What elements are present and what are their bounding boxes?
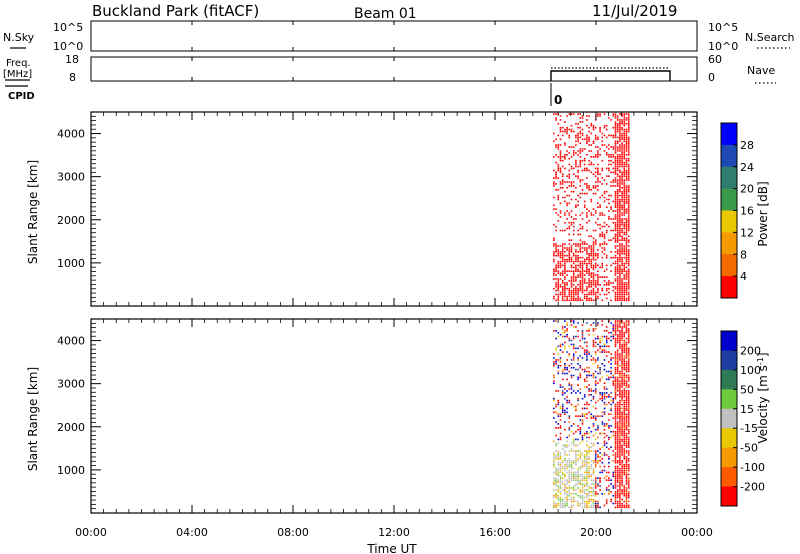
colorbar-swatch — [721, 276, 737, 299]
colorbar-swatch — [721, 486, 737, 507]
colorbar-tick-label: -15 — [740, 422, 758, 435]
colorbar-tick-label: 15 — [740, 403, 754, 416]
velocity-yaxis: 1000 2000 3000 4000 — [57, 335, 697, 477]
date-label: 11/Jul/2019 — [592, 2, 677, 20]
colorbar-swatch — [721, 369, 737, 390]
colorbar-swatch — [721, 331, 737, 351]
x-tick-label: 00:00 — [681, 526, 713, 539]
noise-panel: N.Sky 10^5 10^0 10^5 10^0 N.Search — [3, 20, 795, 53]
velocity-frame — [90, 318, 698, 514]
x-tick-label: 12:00 — [378, 526, 410, 539]
colorbar-tick-label: 200 — [740, 344, 761, 357]
colorbar-swatch — [721, 467, 737, 488]
x-tick-label: 00:00 — [75, 526, 107, 539]
colorbar-tick-label: 12 — [740, 226, 754, 239]
y-tick-label: 3000 — [57, 171, 85, 184]
colorbar-tick-label: 8 — [740, 248, 747, 261]
colorbar-tick-label: 50 — [740, 383, 754, 396]
cpid-row: CPID 0 — [5, 83, 562, 107]
power-yaxis: 1000 2000 3000 4000 — [57, 128, 697, 270]
power-minor-ticks — [91, 115, 697, 303]
colorbar-tick-label: -100 — [740, 461, 765, 474]
x-tick-label: 08:00 — [277, 526, 309, 539]
colorbar-tick-label: 24 — [740, 161, 754, 174]
colorbar-swatch — [721, 210, 737, 233]
y-tick-label: 1000 — [57, 464, 85, 477]
cpid-label: CPID — [8, 91, 35, 102]
noise-right-tick-low: 10^0 — [708, 40, 738, 53]
y-tick-label: 4000 — [57, 128, 85, 141]
y-tick-label: 2000 — [57, 214, 85, 227]
velocity-ylabel: Slant Range [km] — [26, 367, 40, 471]
power-colorbar-label: Power [dB] — [756, 181, 770, 246]
y-tick-label: 1000 — [57, 257, 85, 270]
time-axis: 00:00 04:00 08:00 12:00 16:00 20:00 00:00 — [75, 21, 713, 539]
colorbar-swatch — [721, 389, 737, 410]
nave-tick-low: 0 — [708, 71, 715, 84]
frequency-panel: Freq. [MHz] 18 8 60 0 Nave — [3, 53, 776, 84]
colorbar-swatch — [721, 350, 737, 371]
range-cell-group — [553, 440, 595, 509]
colorbar-swatch — [721, 188, 737, 211]
colorbar-tick-label: 28 — [740, 139, 754, 152]
colorbar-swatch — [721, 428, 737, 449]
x-tick-label: 20:00 — [580, 526, 612, 539]
nsky-label: N.Sky — [3, 31, 35, 44]
colorbar-swatch — [721, 123, 737, 146]
colorbar-tick-label: -200 — [740, 481, 765, 494]
freq-tick-low: 8 — [69, 71, 76, 84]
freq-trace — [550, 70, 671, 81]
station-title: Buckland Park (fitACF) — [92, 2, 259, 20]
colorbar-swatch — [721, 408, 737, 429]
noise-left-tick-low: 10^0 — [53, 40, 83, 53]
colorbar-tick-label: 16 — [740, 205, 754, 218]
x-tick-label: 04:00 — [176, 526, 208, 539]
x-tick-label: 16:00 — [479, 526, 511, 539]
colorbar-tick-label: -50 — [740, 442, 758, 455]
colorbar-frame — [720, 330, 738, 507]
range-cell-group — [553, 440, 595, 509]
range-cell-group — [553, 113, 630, 302]
beam-label: Beam 01 — [354, 6, 417, 22]
nsearch-label: N.Search — [745, 31, 795, 44]
velocity-colorbar-label: Velocity[m s-1] — [756, 352, 770, 443]
colorbar-swatch — [721, 166, 737, 190]
power-data — [553, 113, 630, 302]
noise-left-tick-high: 10^5 — [53, 21, 83, 34]
cpid-value: 0 — [554, 93, 562, 107]
colorbar-swatch — [721, 254, 737, 277]
noise-right-tick-high: 10^5 — [708, 21, 738, 34]
colorbar-tick-label: 100 — [740, 364, 761, 377]
colorbar-swatch — [721, 232, 737, 255]
nave-tick-high: 60 — [708, 53, 722, 66]
freq-unit-label: [MHz] — [3, 69, 32, 80]
nave-label: Nave — [747, 64, 775, 77]
time-axis-label: Time UT — [366, 542, 417, 554]
power-colorbar: 28 24 20 16 12 8 4 Power [dB] — [720, 122, 770, 299]
velocity-data — [553, 320, 630, 509]
velocity-minor-ticks — [91, 322, 697, 510]
freq-tick-high: 18 — [65, 53, 79, 66]
power-panel: Slant Range [km] 1000 2000 3000 4000 — [26, 111, 698, 307]
velocity-colorbar: 200 100 50 15 -15 -50 -100 -200 Velocity[m s-1] — [720, 330, 770, 507]
freq-label: Freq. — [6, 58, 31, 69]
colorbar-swatch — [721, 447, 737, 468]
range-cell-group — [553, 320, 630, 509]
y-tick-label: 3000 — [57, 378, 85, 391]
range-cell-group — [553, 322, 612, 509]
y-tick-label: 4000 — [57, 335, 85, 348]
colorbar-tick-label: 20 — [740, 183, 754, 196]
power-ylabel: Slant Range [km] — [26, 160, 40, 264]
y-tick-label: 2000 — [57, 421, 85, 434]
colorbar-tick-label: 4 — [740, 270, 747, 283]
colorbar-swatch — [721, 144, 737, 168]
